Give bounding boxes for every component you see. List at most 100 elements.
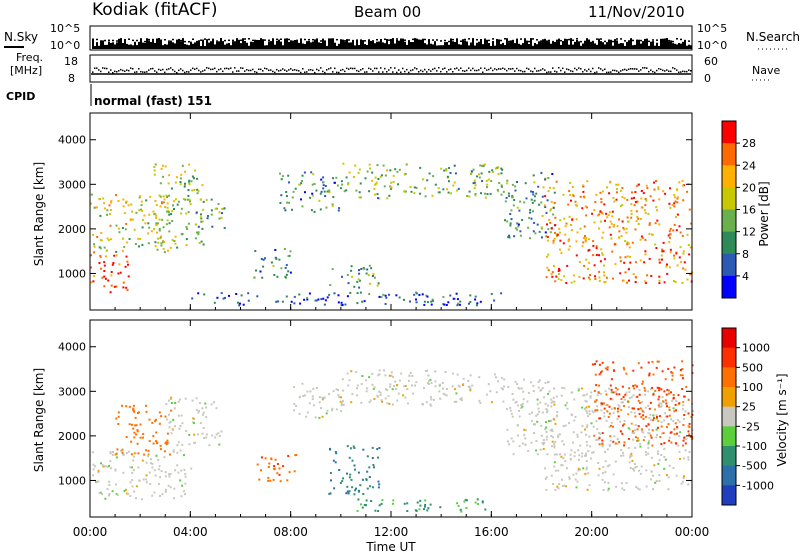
range-gate-cell [560, 252, 563, 255]
range-gate-cell [447, 301, 450, 304]
range-gate-cell [505, 196, 508, 199]
nsearch-point [532, 38, 534, 40]
range-gate-cell [619, 420, 622, 423]
range-gate-cell [184, 482, 187, 485]
range-gate-cell [117, 200, 120, 202]
freq-point [230, 67, 232, 69]
range-gate-cell [610, 408, 613, 411]
range-gate-cell [510, 412, 513, 415]
range-gate-cell [121, 227, 124, 229]
range-gate-cell [155, 204, 158, 207]
range-gate-cell [661, 248, 664, 251]
range-gate-cell [322, 181, 325, 184]
range-gate-cell [141, 218, 144, 221]
freq-point [258, 68, 260, 70]
range-gate-cell [666, 263, 668, 266]
range-gate-cell [554, 231, 556, 234]
range-gate-cell [497, 380, 500, 383]
range-gate-cell [115, 417, 118, 420]
range-gate-cell [145, 461, 148, 464]
range-gate-cell [154, 245, 157, 248]
range-gate-cell [360, 268, 363, 270]
range-gate-cell [302, 395, 305, 398]
range-gate-cell [631, 191, 633, 194]
nsearch-point [368, 39, 370, 42]
range-gate-cell [267, 479, 270, 482]
range-gate-cell [602, 231, 605, 234]
range-gate-cell [415, 298, 417, 301]
range-gate-cell [345, 492, 348, 495]
freq-point [644, 67, 646, 69]
range-gate-cell [610, 378, 613, 381]
freq-point [214, 67, 216, 70]
range-gate-cell [651, 386, 654, 389]
range-gate-cell [259, 270, 262, 273]
range-gate-cell [526, 400, 529, 403]
nsky-bar [268, 41, 270, 49]
range-gate-cell [594, 400, 596, 403]
range-gate-cell [490, 180, 493, 182]
range-gate-cell [563, 443, 565, 446]
nsky-bar [136, 45, 138, 49]
range-gate-cell [90, 193, 93, 196]
range-gate-cell [601, 402, 604, 405]
nsky-bar [176, 39, 178, 49]
range-gate-cell [641, 380, 644, 383]
range-gate-cell [489, 192, 492, 195]
freq-point [196, 67, 198, 70]
range-gate-cell [439, 397, 442, 400]
range-gate-cell [514, 380, 517, 383]
range-gate-cell [340, 301, 343, 304]
freq-tick-high: 18 [64, 55, 78, 68]
range-gate-cell [681, 368, 684, 370]
range-gate-cell [568, 215, 571, 218]
range-gate-cell [617, 183, 620, 186]
range-gate-cell [158, 227, 161, 230]
range-gate-cell [476, 498, 479, 501]
y-tick-label: 1000 [58, 267, 86, 280]
nsky-bar [194, 42, 196, 49]
range-gate-cell [563, 387, 566, 390]
range-gate-cell [682, 439, 685, 442]
range-gate-cell [504, 200, 507, 203]
range-gate-cell [553, 403, 556, 406]
range-gate-cell [599, 392, 602, 395]
range-gate-cell [609, 384, 612, 387]
range-gate-cell [215, 433, 218, 436]
range-gate-cell [403, 190, 406, 193]
nsky-bar [314, 39, 316, 49]
range-gate-cell [151, 494, 154, 497]
freq-point [390, 67, 392, 69]
range-gate-cell [685, 438, 688, 441]
nsky-bar [466, 41, 468, 49]
colorbar-tick-label: -25 [742, 420, 760, 433]
range-gate-cell [579, 227, 582, 230]
range-gate-cell [576, 433, 579, 436]
range-gate-cell [604, 280, 607, 283]
range-gate-cell [115, 254, 118, 257]
range-gate-cell [519, 230, 522, 233]
freq-point [678, 71, 680, 73]
freq-point [598, 67, 600, 69]
freq-point [336, 71, 338, 74]
range-gate-cell [647, 443, 650, 446]
range-gate-cell [172, 450, 175, 453]
range-gate-cell [513, 235, 516, 238]
range-gate-cell [622, 279, 625, 282]
nsky-bar [448, 44, 450, 49]
range-gate-cell [156, 248, 159, 251]
nsearch-point [624, 40, 626, 42]
range-gate-cell [486, 193, 489, 196]
range-gate-cell [262, 258, 265, 261]
range-gate-cell [258, 478, 261, 481]
range-gate-cell [640, 428, 643, 431]
nsky-bar [402, 38, 404, 49]
range-gate-cell [312, 173, 315, 176]
range-gate-cell [537, 407, 540, 410]
freq-point [118, 70, 120, 72]
range-gate-cell [406, 502, 409, 505]
nsky-bar [616, 40, 618, 49]
range-gate-cell [665, 402, 668, 405]
range-gate-cell [612, 197, 615, 199]
range-gate-cell [681, 282, 684, 284]
